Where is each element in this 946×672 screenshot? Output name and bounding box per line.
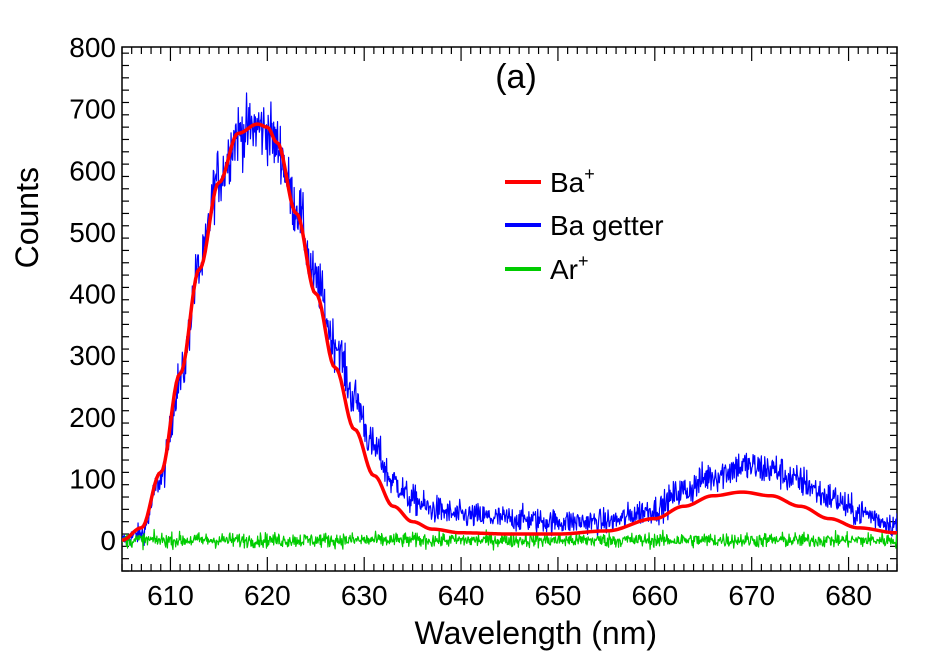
panel-label: (a) bbox=[495, 58, 537, 96]
x-tick-label: 670 bbox=[728, 580, 775, 611]
y-tick-label: 500 bbox=[69, 217, 116, 248]
axis-tick-labels: 610 620 630 640 650 660 670 680 0 100 200 300 400 500… bbox=[69, 32, 872, 611]
series-line bbox=[122, 528, 897, 551]
legend-superscript: + bbox=[584, 164, 595, 184]
legend-label: Ba+ bbox=[550, 164, 595, 198]
x-tick-label: 610 bbox=[147, 580, 194, 611]
x-tick-label: 640 bbox=[438, 580, 485, 611]
y-tick-label: 200 bbox=[69, 402, 116, 433]
x-tick-label: 620 bbox=[244, 580, 291, 611]
x-tick-label: 680 bbox=[825, 580, 872, 611]
y-tick-label: 0 bbox=[100, 525, 116, 556]
y-tick-label: 100 bbox=[69, 464, 116, 495]
x-axis-title: Wavelength (nm) bbox=[415, 615, 657, 651]
y-tick-label: 300 bbox=[69, 340, 116, 371]
x-tick-label: 630 bbox=[341, 580, 388, 611]
x-tick-label: 650 bbox=[535, 580, 582, 611]
y-tick-label: 700 bbox=[69, 94, 116, 125]
series-line bbox=[122, 122, 897, 542]
data-series bbox=[122, 92, 897, 551]
y-axis-title: Counts bbox=[9, 167, 45, 268]
x-tick-label: 660 bbox=[631, 580, 678, 611]
y-tick-label: 400 bbox=[69, 279, 116, 310]
legend-superscript: + bbox=[578, 251, 589, 271]
y-tick-label: 600 bbox=[69, 155, 116, 186]
axis-ticks bbox=[121, 47, 898, 572]
legend-label: Ba getter bbox=[550, 210, 664, 241]
y-tick-label: 800 bbox=[69, 32, 116, 63]
